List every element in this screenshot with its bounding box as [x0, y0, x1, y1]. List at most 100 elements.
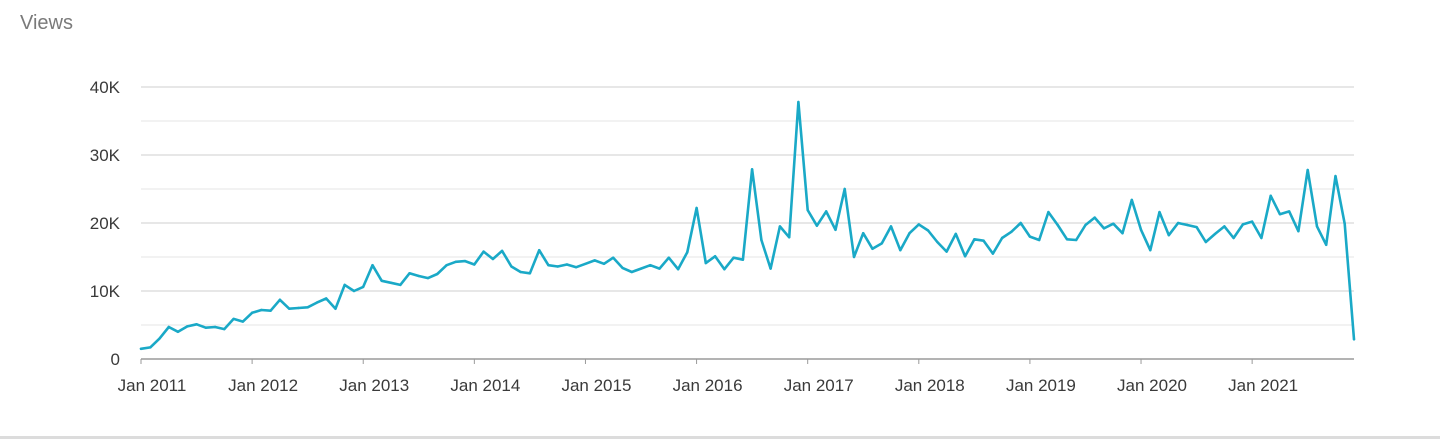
data-point — [1176, 221, 1180, 225]
data-point — [1315, 225, 1319, 228]
data-point — [389, 281, 393, 284]
data-point — [371, 264, 374, 267]
data-point — [417, 274, 420, 278]
data-point — [899, 249, 902, 252]
data-point — [352, 289, 356, 293]
data-point — [1288, 210, 1291, 213]
data-point — [565, 263, 569, 266]
data-point — [519, 270, 522, 274]
x-tick-label: Jan 2019 — [1006, 376, 1076, 395]
data-point — [195, 323, 198, 326]
data-point — [408, 272, 411, 275]
data-point — [612, 256, 615, 259]
x-tick-label: Jan 2020 — [1117, 376, 1187, 395]
x-tick-label: Jan 2017 — [784, 376, 854, 395]
data-point — [917, 223, 920, 226]
data-point — [176, 330, 180, 333]
data-point — [908, 232, 911, 235]
data-point — [1084, 223, 1087, 227]
data-point — [1241, 223, 1245, 226]
data-point — [1158, 210, 1161, 214]
data-point — [528, 272, 532, 275]
data-point — [436, 272, 439, 276]
data-point — [1232, 236, 1235, 240]
data-point — [149, 346, 152, 349]
data-point — [1195, 225, 1198, 229]
data-point — [1260, 236, 1263, 240]
data-point — [473, 263, 476, 266]
data-point — [575, 266, 578, 269]
data-point — [889, 225, 893, 228]
data-point — [788, 236, 791, 239]
data-point — [695, 206, 698, 210]
data-point — [1269, 194, 1272, 197]
data-point — [778, 225, 782, 228]
data-point — [713, 255, 717, 258]
data-point — [325, 297, 328, 300]
data-point — [926, 229, 930, 232]
data-point — [232, 317, 235, 321]
data-point — [686, 251, 689, 254]
data-point — [482, 250, 485, 253]
data-point — [667, 256, 670, 259]
data-point — [241, 320, 245, 323]
x-axis-ticks: Jan 2011 Jan 2012 Jan 2013 Jan 2014 Jan 2015… — [118, 359, 1298, 395]
data-point — [1130, 198, 1134, 202]
data-point — [1065, 238, 1069, 241]
data-point — [982, 239, 985, 242]
y-tick-label: 10K — [90, 282, 121, 301]
data-point — [454, 260, 457, 263]
data-point — [186, 325, 189, 328]
data-point — [269, 309, 272, 312]
data-point — [491, 257, 495, 261]
data-point — [399, 283, 402, 287]
x-tick-label: Jan 2014 — [450, 376, 520, 395]
x-tick-label: Jan 2015 — [561, 376, 631, 395]
y-tick-label: 40K — [90, 78, 121, 97]
data-point — [260, 308, 263, 312]
data-point — [556, 265, 559, 268]
data-point — [362, 285, 365, 289]
data-point — [676, 268, 680, 271]
data-point — [621, 266, 624, 270]
data-point — [1075, 238, 1078, 242]
data-point — [1297, 230, 1300, 233]
data-point — [1112, 222, 1115, 225]
data-point — [593, 259, 596, 262]
data-point — [1352, 338, 1356, 341]
data-point — [1010, 230, 1013, 233]
data-point — [760, 238, 763, 242]
data-point — [1093, 216, 1096, 219]
data-point — [500, 249, 504, 253]
data-point — [167, 325, 170, 329]
data-point — [741, 258, 745, 261]
chart-title: Views — [20, 12, 73, 34]
data-point — [806, 208, 809, 212]
data-point — [445, 264, 448, 267]
data-point — [1121, 232, 1124, 235]
data-point — [1019, 221, 1022, 225]
data-point — [1186, 223, 1189, 227]
data-point — [602, 262, 606, 265]
data-point — [297, 306, 300, 310]
data-point — [278, 298, 282, 301]
data-point — [843, 187, 846, 191]
data-point — [158, 337, 161, 340]
data-point — [1149, 249, 1152, 252]
data-point — [1056, 223, 1059, 227]
data-point — [639, 267, 643, 270]
data-point — [538, 249, 541, 252]
data-point — [223, 327, 226, 331]
data-point — [334, 307, 337, 310]
data-point — [963, 255, 967, 258]
x-tick-label: Jan 2016 — [673, 376, 743, 395]
data-point — [250, 311, 254, 314]
x-tick-label: Jan 2011 — [118, 376, 187, 395]
data-point — [991, 252, 995, 255]
x-tick-label: Jan 2021 — [1228, 376, 1298, 395]
data-point — [463, 259, 467, 263]
data-point — [1343, 222, 1346, 225]
data-point — [204, 326, 207, 329]
data-point — [769, 267, 772, 270]
